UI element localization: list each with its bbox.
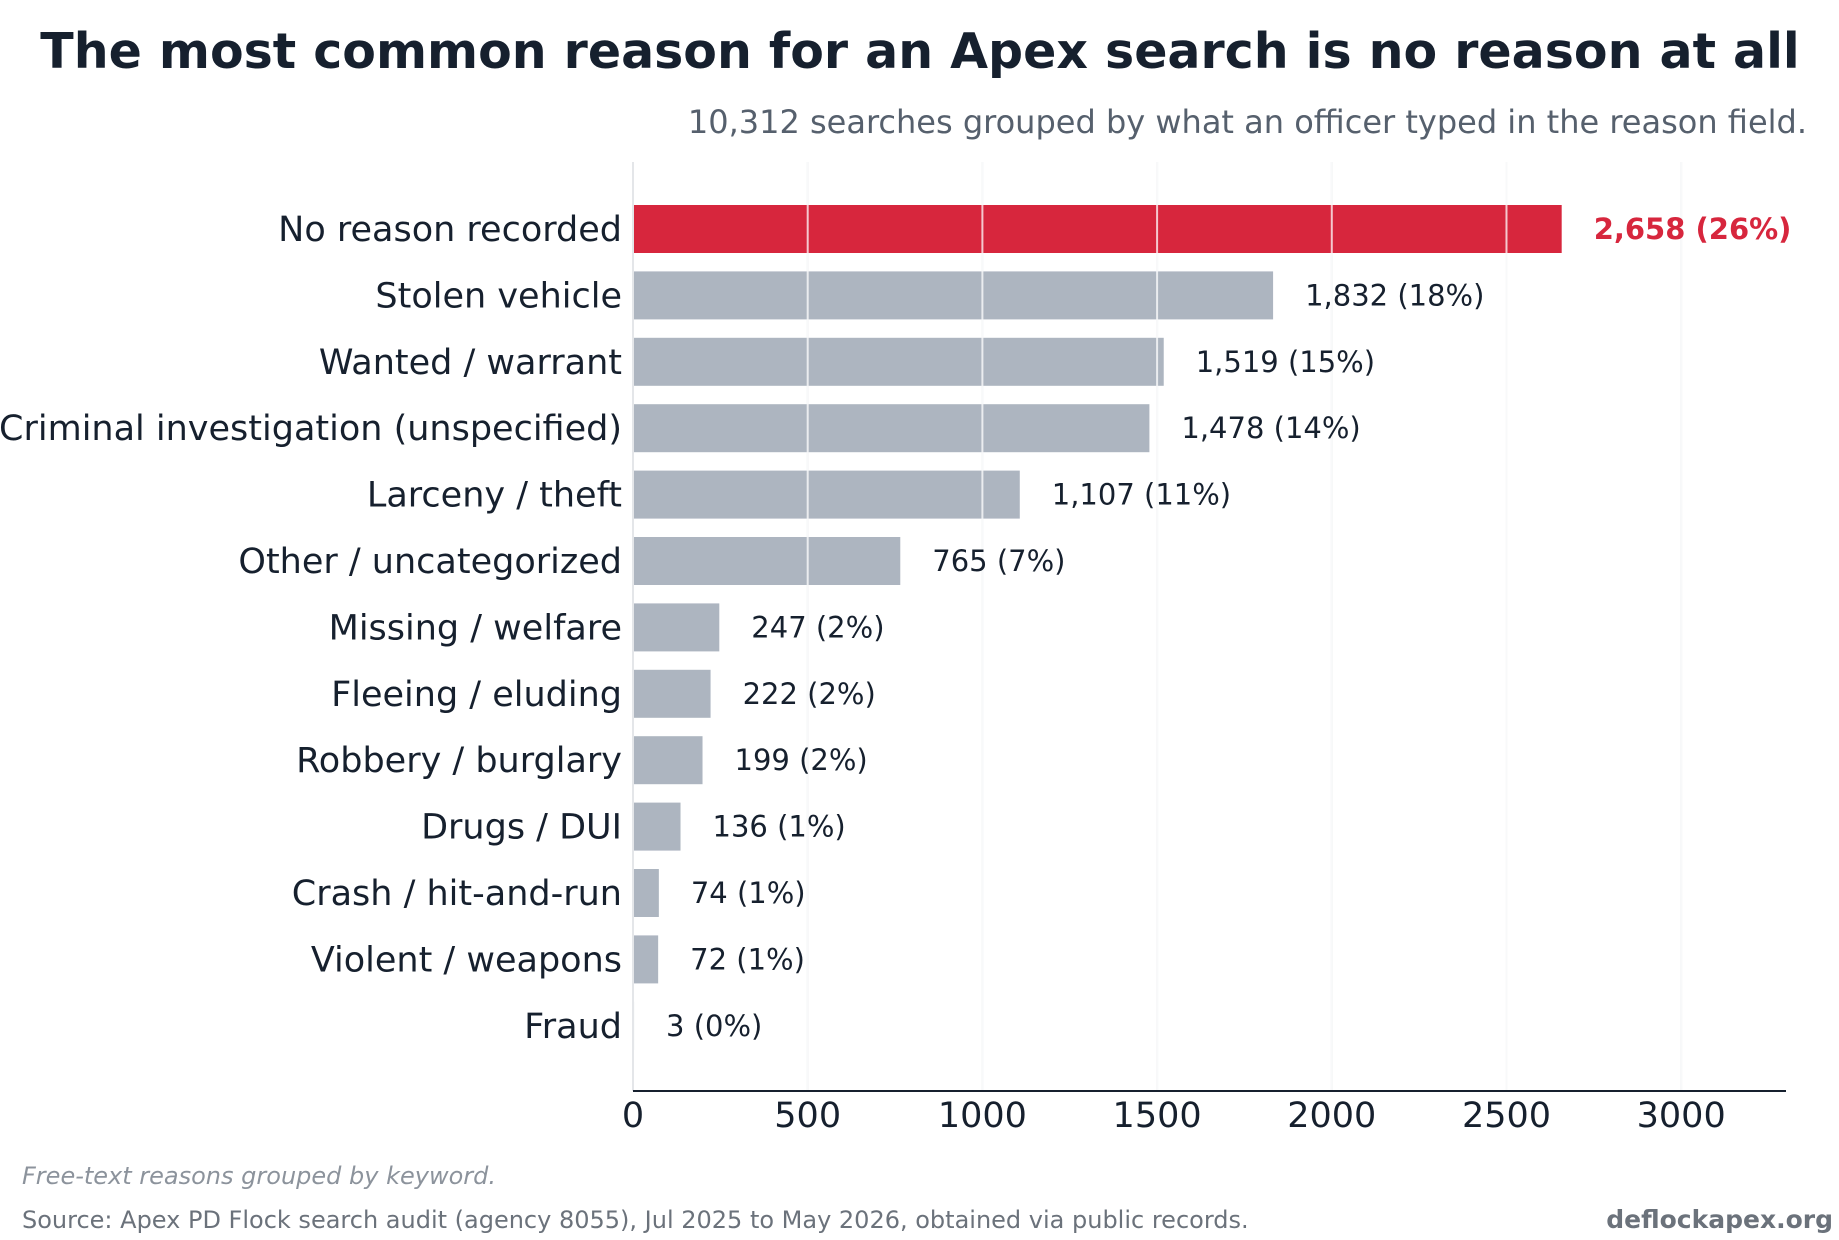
value-label: 72 (1%) <box>690 942 805 976</box>
x-tick-label: 0 <box>622 1096 644 1136</box>
bar <box>633 470 1020 519</box>
chart-subtitle: 10,312 searches grouped by what an offic… <box>688 103 1807 141</box>
x-tick-label: 1000 <box>938 1096 1027 1136</box>
category-label: Missing / welfare <box>329 608 622 648</box>
category-label: Fraud <box>524 1007 622 1047</box>
category-label: Wanted / warrant <box>319 343 622 383</box>
x-tick-label: 1500 <box>1113 1096 1202 1136</box>
category-label: Larceny / theft <box>367 476 622 516</box>
value-label: 1,478 (14%) <box>1181 411 1360 445</box>
bar <box>633 271 1274 320</box>
category-label: Other / uncategorized <box>238 542 622 582</box>
bar <box>633 337 1164 386</box>
value-label: 1,107 (11%) <box>1052 478 1231 512</box>
category-label: Robbery / burglary <box>296 741 622 781</box>
value-label: 1,832 (18%) <box>1305 278 1484 312</box>
value-label: 136 (1%) <box>713 810 846 844</box>
bar <box>633 802 681 851</box>
bar <box>633 869 659 917</box>
gridlines-overlay <box>806 162 1683 1091</box>
category-label: Crash / hit-and-run <box>292 874 622 914</box>
value-label: 199 (2%) <box>735 743 868 777</box>
bar <box>633 537 901 585</box>
bar <box>633 736 703 785</box>
bar <box>633 603 720 652</box>
bars <box>633 205 1562 1050</box>
brand-name: deflockapex.org <box>1606 1205 1833 1234</box>
category-label: Stolen vehicle <box>375 276 622 316</box>
category-label: Criminal investigation (unspecified) <box>0 409 622 449</box>
value-label: 2,658 (26%) <box>1594 212 1792 246</box>
bar <box>633 404 1150 453</box>
value-label: 222 (2%) <box>743 677 876 711</box>
bar <box>633 669 711 718</box>
x-axis: 0 500 1000 1500 2000 2500 3000 <box>622 162 1786 1136</box>
value-labels: 2,658 (26%) 1,832 (18%) 1,519 (15%) 1,478 (… <box>666 212 1791 1043</box>
x-tick-label: 500 <box>774 1096 841 1136</box>
bar <box>633 935 659 984</box>
category-label: Drugs / DUI <box>421 808 622 848</box>
source-note: Source: Apex PD Flock search audit (agen… <box>22 1206 1249 1234</box>
value-label: 765 (7%) <box>932 544 1065 578</box>
chart-title: The most common reason for an Apex searc… <box>40 23 1799 80</box>
value-label: 74 (1%) <box>691 876 806 910</box>
value-label: 247 (2%) <box>751 610 884 644</box>
category-labels: No reason recorded Stolen vehicle Wanted /… <box>0 210 622 1047</box>
category-label: Violent / weapons <box>311 940 622 980</box>
x-tick-label: 3000 <box>1637 1096 1726 1136</box>
bar <box>633 205 1562 253</box>
value-label: 1,519 (15%) <box>1196 345 1375 379</box>
category-label: No reason recorded <box>278 210 622 250</box>
x-tick-label: 2500 <box>1462 1096 1551 1136</box>
footnote: Free-text reasons grouped by keyword. <box>22 1162 496 1190</box>
category-label: Fleeing / eluding <box>331 675 622 715</box>
x-tick-label: 2000 <box>1287 1096 1376 1136</box>
value-label: 3 (0%) <box>666 1009 762 1043</box>
